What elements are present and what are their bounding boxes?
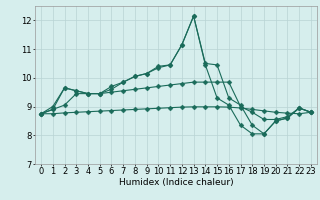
X-axis label: Humidex (Indice chaleur): Humidex (Indice chaleur) [119, 178, 233, 187]
